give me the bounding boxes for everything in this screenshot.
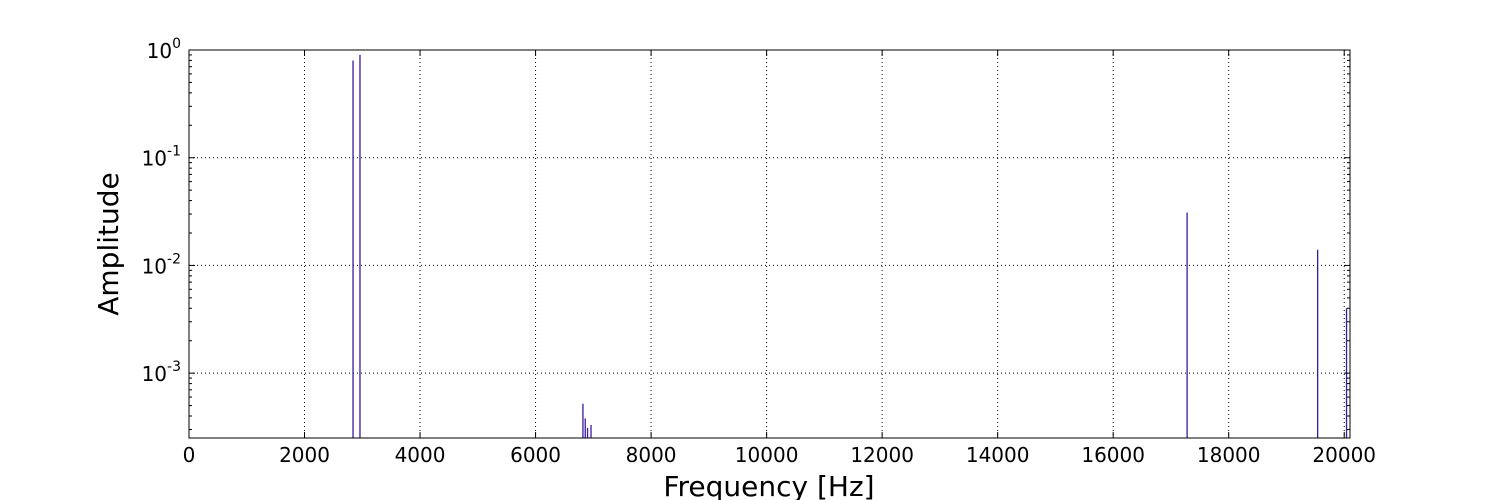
y-tick-label: 100 — [147, 36, 181, 63]
spectrum-lines — [352, 54, 1348, 438]
y-tick-labels: 10-3 10-2 10-1 100 — [142, 36, 181, 386]
x-axis-label: Frequency [Hz] — [663, 470, 874, 500]
y-tick-label: 10-1 — [142, 144, 181, 171]
x-tick-label: 0 — [183, 443, 196, 467]
tick-marks — [188, 49, 1350, 438]
grid-layer — [188, 49, 1350, 438]
x-tick-label: 12000 — [850, 443, 914, 467]
x-tick-label: 14000 — [966, 443, 1030, 467]
x-tick-label: 10000 — [735, 443, 799, 467]
x-tick-label: 8000 — [626, 443, 677, 467]
x-tick-label: 4000 — [395, 443, 446, 467]
x-tick-label: 16000 — [1081, 443, 1145, 467]
x-tick-labels: 0 2000 4000 6000 8000 10000 12000 14000 16000 180… — [183, 443, 1376, 467]
x-tick-label: 6000 — [510, 443, 561, 467]
x-tick-label: 2000 — [279, 443, 330, 467]
y-tick-label: 10-2 — [142, 251, 181, 278]
x-tick-label: 20000 — [1312, 443, 1376, 467]
x-tick-label: 18000 — [1197, 443, 1261, 467]
y-tick-label: 10-3 — [142, 359, 181, 386]
plot-frame — [188, 49, 1351, 439]
y-axis-label: Amplitude — [92, 172, 125, 316]
